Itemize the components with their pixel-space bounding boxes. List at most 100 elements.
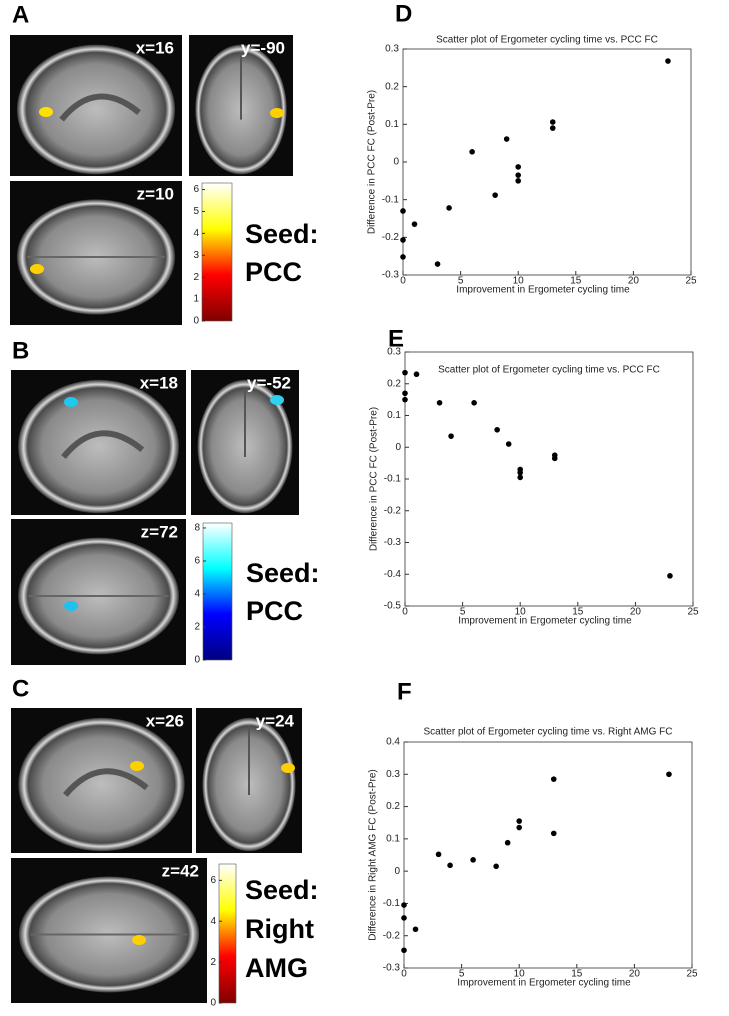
colorbar-tick-label: 6 bbox=[194, 556, 200, 567]
x-tick-label: 20 bbox=[630, 607, 642, 618]
slice-label: y=24 bbox=[256, 711, 295, 730]
data-point bbox=[470, 857, 476, 863]
data-point bbox=[492, 192, 498, 198]
colorbar-tick-label: 0 bbox=[194, 655, 200, 666]
y-tick-label: -0.3 bbox=[384, 537, 402, 548]
data-point bbox=[494, 426, 500, 433]
data-point bbox=[413, 371, 420, 378]
y-axis-label: Difference in PCC FC (Post-Pre) bbox=[369, 407, 380, 551]
y-tick-label: -0.4 bbox=[384, 569, 402, 580]
x-axis-label: Improvement in Ergometer cycling time bbox=[457, 978, 631, 989]
data-point bbox=[434, 261, 441, 267]
x-tick-label: 5 bbox=[458, 276, 464, 287]
activation-blob bbox=[132, 935, 146, 945]
x-tick-label: 10 bbox=[515, 607, 527, 618]
colorbar-tick-label: 0 bbox=[193, 316, 199, 327]
y-tick-label: 0.3 bbox=[385, 44, 399, 55]
x-tick-label: 5 bbox=[460, 607, 466, 618]
y-tick-label: 0.3 bbox=[387, 347, 401, 358]
x-tick-label: 15 bbox=[571, 969, 583, 980]
colorbar bbox=[218, 863, 237, 1004]
y-tick-label: 0.3 bbox=[386, 769, 400, 780]
data-point bbox=[493, 863, 499, 870]
data-point bbox=[515, 178, 521, 184]
y-tick-label: -0.1 bbox=[383, 898, 401, 909]
y-tick-label: 0.1 bbox=[387, 410, 401, 421]
x-tick-label: 10 bbox=[513, 276, 525, 287]
brain-detail bbox=[62, 768, 149, 797]
data-point bbox=[411, 221, 418, 227]
colorbar-tick-label: 4 bbox=[194, 589, 200, 600]
data-point bbox=[550, 776, 557, 782]
y-tick-label: 0.2 bbox=[385, 81, 399, 92]
chart-title: Scatter plot of Ergometer cycling time v… bbox=[436, 35, 658, 46]
data-point bbox=[550, 830, 557, 837]
seed-label: Seed: bbox=[245, 875, 319, 905]
data-point bbox=[402, 396, 408, 403]
colorbar-tick-label: 6 bbox=[193, 184, 199, 195]
data-point bbox=[401, 915, 407, 921]
slice-label: z=42 bbox=[162, 861, 199, 880]
x-tick-label: 25 bbox=[685, 276, 697, 287]
data-point bbox=[504, 839, 511, 846]
seed-label: Seed: bbox=[246, 558, 320, 588]
seed-label: PCC bbox=[245, 257, 302, 287]
slice-label: x=26 bbox=[146, 711, 184, 730]
colorbar-tick-label: 2 bbox=[210, 957, 216, 968]
colorbar-tick-label: 4 bbox=[210, 916, 216, 927]
brain bbox=[16, 44, 176, 175]
colorbar-tick-label: 2 bbox=[193, 272, 199, 283]
x-axis-label: Improvement in Ergometer cycling time bbox=[458, 616, 632, 627]
activation-blob bbox=[64, 397, 78, 407]
slice-label: x=18 bbox=[140, 373, 178, 392]
y-tick-label: -0.5 bbox=[384, 601, 402, 612]
y-tick-label: -0.3 bbox=[383, 963, 401, 974]
brain-detail bbox=[59, 93, 141, 122]
y-tick-label: -0.2 bbox=[382, 232, 400, 243]
data-point bbox=[446, 205, 452, 211]
data-point bbox=[666, 771, 672, 778]
colorbar-tick-label: 2 bbox=[194, 622, 200, 633]
y-tick-label: -0.1 bbox=[384, 474, 402, 485]
chart-title: Scatter plot of Ergometer cycling time v… bbox=[438, 365, 660, 376]
x-tick-label: 15 bbox=[572, 607, 584, 618]
data-point bbox=[401, 902, 407, 908]
panel-label: F bbox=[397, 678, 412, 705]
slice-label: z=72 bbox=[141, 522, 178, 541]
y-tick-label: -0.1 bbox=[382, 194, 400, 205]
panel-label: C bbox=[12, 675, 29, 702]
x-tick-label: 0 bbox=[401, 969, 407, 980]
data-point bbox=[516, 818, 522, 824]
seed-label: AMG bbox=[245, 953, 308, 983]
data-point bbox=[400, 237, 406, 243]
y-tick-label: 0.4 bbox=[386, 737, 400, 748]
seed-label: Right bbox=[245, 914, 314, 944]
colorbar-tick-label: 6 bbox=[210, 875, 216, 886]
slice-label: z=10 bbox=[137, 184, 174, 203]
colorbar bbox=[202, 522, 233, 661]
activation-blob bbox=[64, 601, 78, 611]
slice-label: y=-90 bbox=[241, 38, 285, 57]
x-axis-label: Improvement in Ergometer cycling time bbox=[456, 285, 630, 296]
data-point bbox=[448, 433, 454, 439]
colorbar bbox=[201, 182, 233, 322]
y-axis-label: Difference in Right AMG FC (Post-Pre) bbox=[368, 769, 379, 941]
data-point bbox=[469, 149, 475, 155]
data-point bbox=[400, 254, 406, 260]
panel-label: B bbox=[12, 337, 29, 364]
data-point bbox=[447, 862, 453, 869]
y-tick-label: 0.1 bbox=[385, 119, 399, 130]
data-point bbox=[401, 947, 407, 954]
x-tick-label: 10 bbox=[514, 969, 526, 980]
brain bbox=[18, 379, 179, 514]
activation-blob bbox=[39, 107, 53, 117]
data-point bbox=[402, 369, 408, 376]
y-tick-label: 0.2 bbox=[387, 378, 401, 389]
x-tick-label: 25 bbox=[687, 607, 699, 618]
seed-label: PCC bbox=[246, 596, 303, 626]
panel-label: A bbox=[12, 1, 29, 28]
x-tick-label: 0 bbox=[400, 276, 406, 287]
data-point bbox=[551, 455, 558, 462]
x-tick-label: 15 bbox=[570, 276, 582, 287]
